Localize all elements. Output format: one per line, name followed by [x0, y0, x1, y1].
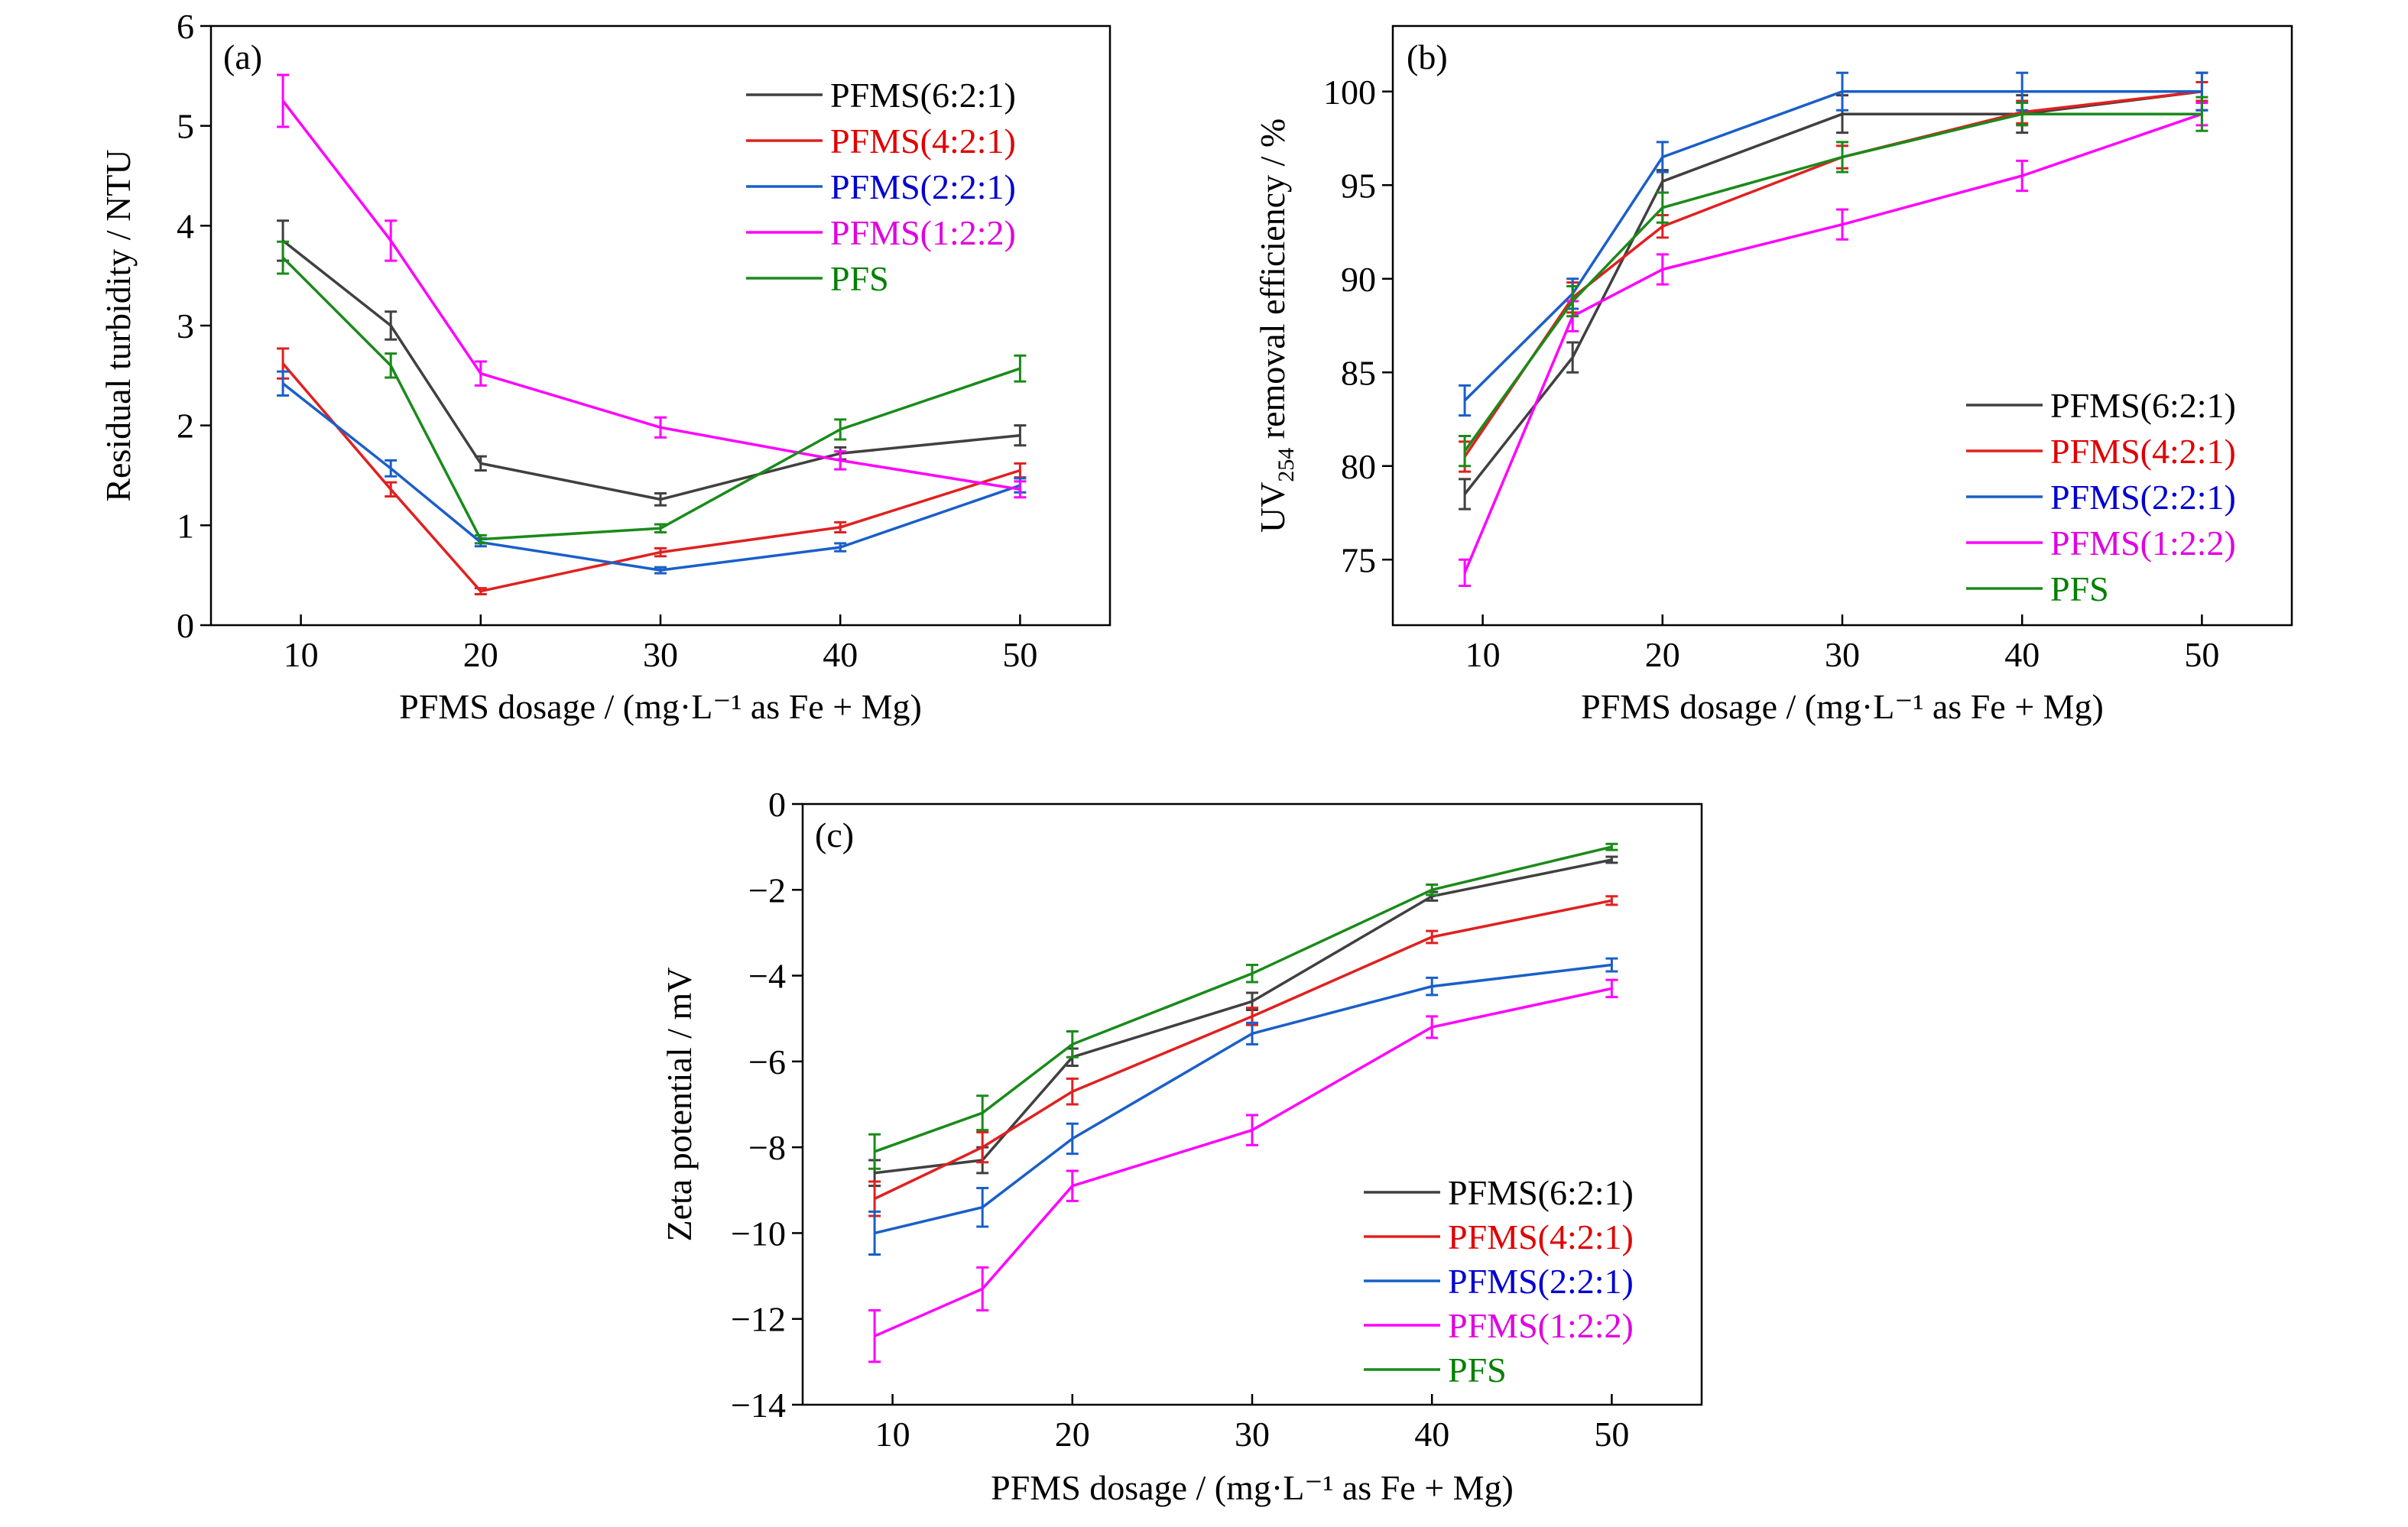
series-PFMS(4:2:1): [277, 347, 1027, 595]
series-line: [874, 987, 1612, 1337]
panel-c-zeta: 10 20 30 40 50 0 −2 −4 −6 −8 −10 −12 −14 (c) PFMS dosa…: [660, 785, 1703, 1507]
series-PFS: [868, 842, 1618, 1170]
legend-label: PFMS(4:2:1): [830, 122, 1016, 160]
series-PFMS(2:2:1): [1459, 71, 2208, 417]
x-axis-label: PFMS dosage / (mg·L⁻¹ as Fe + Mg): [399, 687, 922, 726]
y-tick-label: 4: [177, 206, 194, 245]
y-axis-label: Residual turbidity / NTU: [99, 149, 138, 501]
y-tick-label: −8: [748, 1128, 786, 1167]
panel-label: (b): [1407, 37, 1448, 76]
series-line: [1463, 90, 2202, 402]
legend-label: PFMS(2:2:1): [1448, 1262, 1634, 1301]
y-tick-label: 0: [768, 785, 786, 824]
y-tick-label: 75: [1341, 540, 1376, 579]
panel-label: (a): [223, 37, 262, 76]
legend-label: PFMS(1:2:2): [1448, 1306, 1634, 1345]
legend-label: PFS: [2050, 569, 2109, 608]
x-tick-label: 40: [2004, 635, 2040, 674]
y-tick-label: −4: [748, 957, 786, 996]
panel-label: (c): [815, 815, 854, 854]
legend: PFMS(6:2:1) PFMS(4:2:1) PFMS(2:2:1) PFMS(1:…: [1966, 386, 2236, 608]
series-PFS: [1459, 96, 2208, 468]
legend-label: PFS: [830, 259, 889, 298]
legend-label: PFMS(6:2:1): [1448, 1173, 1634, 1212]
series-line: [874, 845, 1612, 1153]
x-tick-label: 10: [1465, 635, 1501, 674]
series-PFS: [277, 240, 1027, 545]
series-line: [282, 382, 1021, 572]
y-axis-label: Zeta potential / mV: [660, 968, 699, 1242]
series-PFMS(2:2:1): [277, 370, 1027, 575]
plot-frame: [209, 24, 1112, 627]
x-tick-label: 40: [1414, 1415, 1449, 1454]
y-tick-label: 6: [177, 7, 194, 46]
series-line: [874, 963, 1612, 1235]
panel-a-turbidity: 10 20 30 40 50 0 1 2 3 4 5 6 (a) PFMS dosage / (mg·L⁻…: [99, 7, 1112, 726]
x-tick-label: 20: [1645, 635, 1680, 674]
series-line: [1463, 112, 2202, 452]
y-tick-label: 80: [1341, 447, 1376, 486]
y-tick-label: 3: [177, 306, 194, 345]
x-axis-label: PFMS dosage / (mg·L⁻¹ as Fe + Mg): [991, 1468, 1514, 1507]
series-PFMS(4:2:1): [868, 895, 1618, 1217]
x-axis-label: PFMS dosage / (mg·L⁻¹ as Fe + Mg): [1581, 687, 2104, 726]
legend-label: PFMS(6:2:1): [2050, 386, 2236, 425]
y-tick-label: 0: [177, 606, 194, 645]
series-line: [1463, 90, 2202, 495]
legend-label: PFS: [1448, 1350, 1507, 1389]
x-tick-label: 50: [2184, 635, 2219, 674]
legend-label: PFMS(2:2:1): [830, 167, 1016, 206]
y-tick-label: −14: [731, 1386, 786, 1425]
x-tick-label: 30: [1235, 1415, 1270, 1454]
y-tick-label: 5: [177, 107, 194, 146]
legend: PFMS(6:2:1) PFMS(4:2:1) PFMS(2:2:1) PFMS(1:…: [1364, 1173, 1634, 1389]
legend-label: PFMS(1:2:2): [830, 213, 1016, 252]
x-tick-label: 50: [1002, 635, 1037, 674]
series-PFMS(1:2:2): [277, 73, 1027, 499]
y-tick-label: −10: [731, 1214, 786, 1253]
panel-b-uv254: 10 20 30 40 50 75 80 85 90 95 100 (b) PFMS dosage / …: [1253, 24, 2293, 726]
series-line: [1463, 112, 2202, 574]
y-tick-label: −12: [731, 1300, 786, 1339]
y-tick-label: 100: [1323, 73, 1376, 112]
series-line: [281, 362, 1021, 593]
series-line: [281, 256, 1021, 541]
y-tick-label: 1: [177, 506, 194, 545]
series-line: [874, 899, 1612, 1201]
legend-label: PFMS(4:2:1): [2050, 432, 2236, 471]
y-tick-label: −2: [748, 870, 786, 909]
x-tick-label: 50: [1594, 1415, 1629, 1454]
y-tick-label: 85: [1341, 353, 1376, 392]
series-line: [281, 99, 1021, 491]
x-tick-label: 40: [823, 635, 858, 674]
x-tick-label: 10: [284, 635, 319, 674]
legend: PFMS(6:2:1) PFMS(4:2:1) PFMS(2:2:1) PFMS(1:…: [746, 76, 1016, 298]
y-tick-label: 90: [1341, 260, 1376, 299]
y-tick-label: −6: [748, 1042, 786, 1081]
x-tick-label: 30: [1825, 635, 1860, 674]
series-line: [874, 858, 1612, 1175]
series-line: [282, 239, 1021, 501]
y-tick-label: 2: [177, 407, 194, 446]
legend-label: PFMS(2:2:1): [2050, 478, 2236, 517]
y-axis-label: UV254 removal efficiency / %: [1253, 118, 1299, 533]
legend-label: PFMS(6:2:1): [830, 76, 1016, 115]
x-tick-label: 20: [463, 635, 498, 674]
series-PFMS(2:2:1): [868, 957, 1618, 1256]
legend-label: PFMS(1:2:2): [2050, 524, 2236, 562]
x-tick-label: 30: [643, 635, 678, 674]
x-tick-label: 20: [1055, 1415, 1090, 1454]
x-tick-label: 10: [875, 1415, 910, 1454]
y-tick-label: 95: [1341, 166, 1376, 205]
series-PFMS(1:2:2): [868, 978, 1618, 1363]
legend-label: PFMS(4:2:1): [1448, 1217, 1634, 1256]
